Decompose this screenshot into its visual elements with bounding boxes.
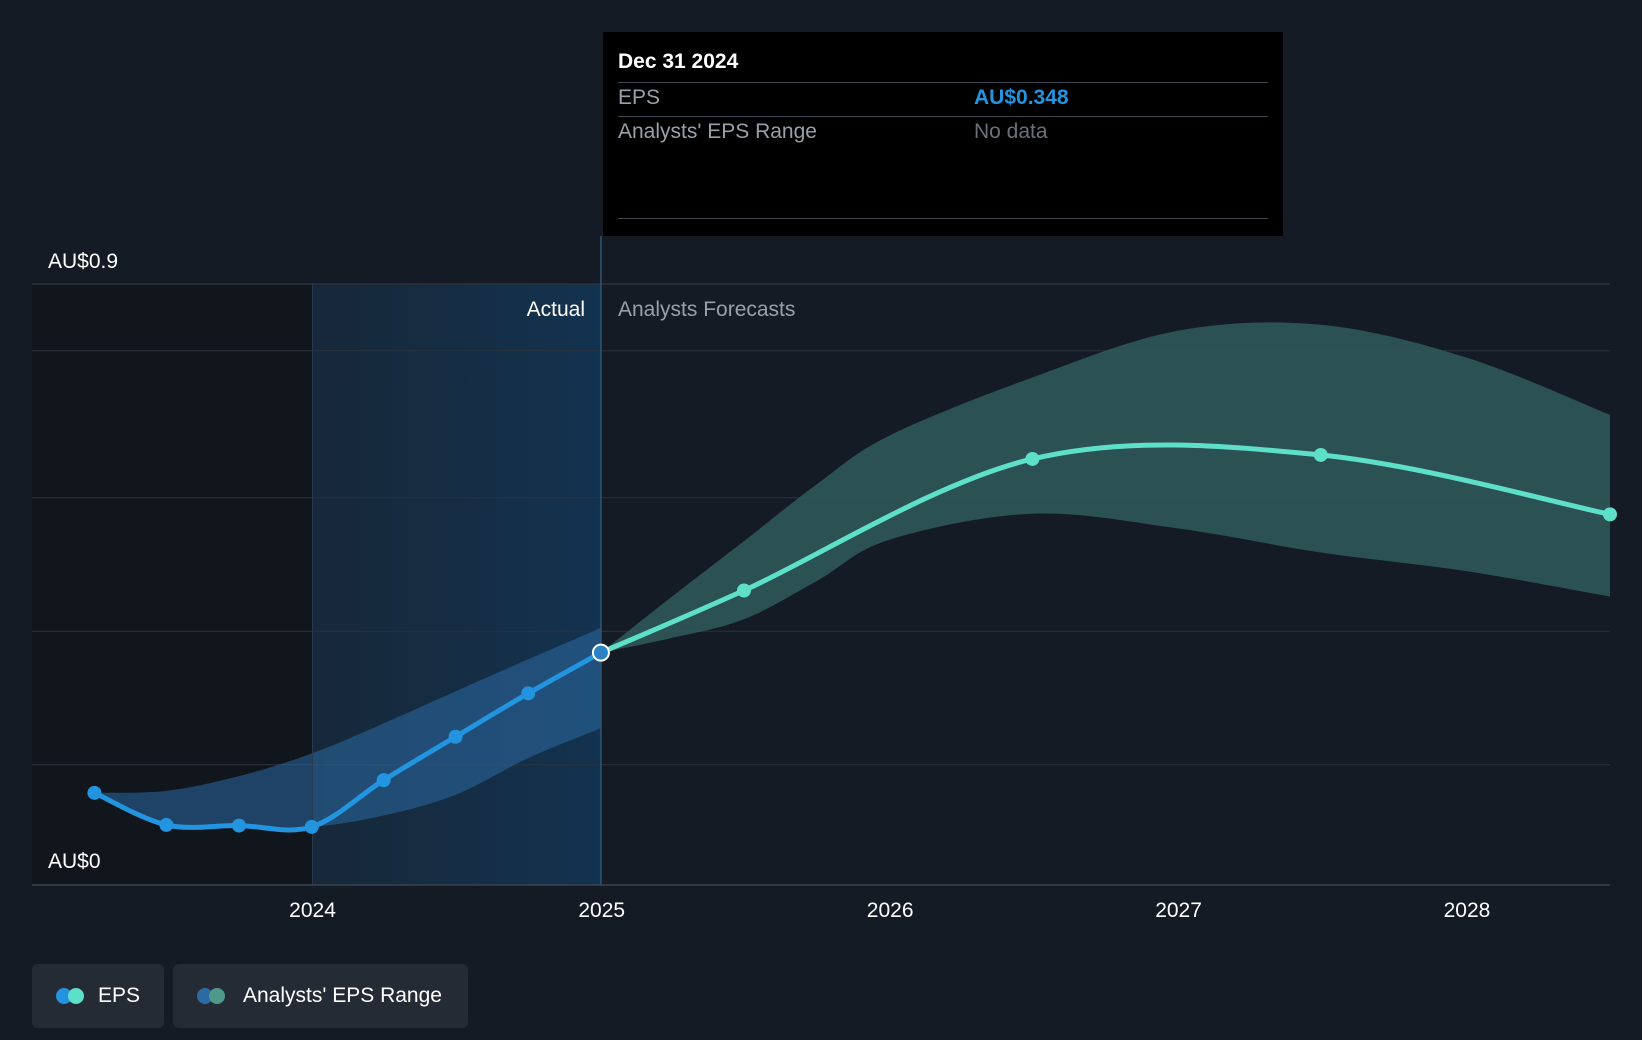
tooltip-date: Dec 31 2024 [618, 50, 739, 73]
actual-eps-range-area [94, 627, 601, 828]
x-tick-label: 2028 [1444, 899, 1491, 922]
data-points [87, 447, 1617, 834]
eps-forecast-point[interactable] [1313, 447, 1328, 462]
actual-section-label: Actual [527, 298, 585, 321]
eps-actual-point[interactable] [304, 819, 319, 834]
x-tick-labels: 2024 2025 2026 2027 2028 [289, 899, 1490, 922]
eps-forecast-line [598, 442, 1613, 656]
x-tick-label: 2025 [578, 899, 625, 922]
tooltip-divider [618, 218, 1268, 219]
y-axis-bottom-label: AU$0 [48, 850, 101, 873]
x-tick-label: 2024 [289, 899, 336, 922]
eps-range-swatch-icon [197, 988, 229, 1004]
eps-actual-point[interactable] [87, 785, 102, 800]
eps-actual-point[interactable] [521, 686, 536, 701]
tooltip-eps-value: AU$0.348 [974, 86, 1069, 109]
tooltip-range-value: No data [974, 120, 1048, 143]
eps-actual-point[interactable] [448, 729, 463, 744]
forecast-eps-range-area [600, 322, 1610, 653]
eps-swatch-icon [56, 988, 84, 1004]
eps-forecast-point[interactable] [1025, 451, 1040, 466]
eps-actual-point[interactable] [159, 817, 174, 832]
legend-label: Analysts' EPS Range [243, 984, 442, 1007]
tooltip-divider [618, 116, 1268, 117]
forecast-section-label: Analysts Forecasts [618, 298, 795, 321]
legend-label: EPS [97, 984, 140, 1007]
tooltip-eps-label: EPS [618, 86, 661, 109]
y-axis-top-label: AU$0.9 [48, 250, 118, 273]
legend-item-eps[interactable]: EPS [32, 964, 164, 1028]
eps-highlight-point[interactable] [591, 643, 610, 662]
eps-actual-point[interactable] [232, 818, 247, 833]
eps-forecast-point[interactable] [1603, 507, 1617, 522]
eps-forecast-point[interactable] [736, 583, 751, 598]
legend-item-eps-range[interactable]: Analysts' EPS Range [173, 964, 468, 1028]
tooltip: Dec 31 2024 EPS AU$0.348 Analysts' EPS R… [603, 32, 1283, 236]
x-tick-label: 2027 [1155, 899, 1202, 922]
x-tick-label: 2026 [867, 899, 914, 922]
eps-actual-point[interactable] [376, 773, 391, 788]
legend: EPS Analysts' EPS Range [32, 964, 468, 1028]
tooltip-divider [618, 82, 1268, 83]
tooltip-range-label: Analysts' EPS Range [618, 120, 817, 143]
